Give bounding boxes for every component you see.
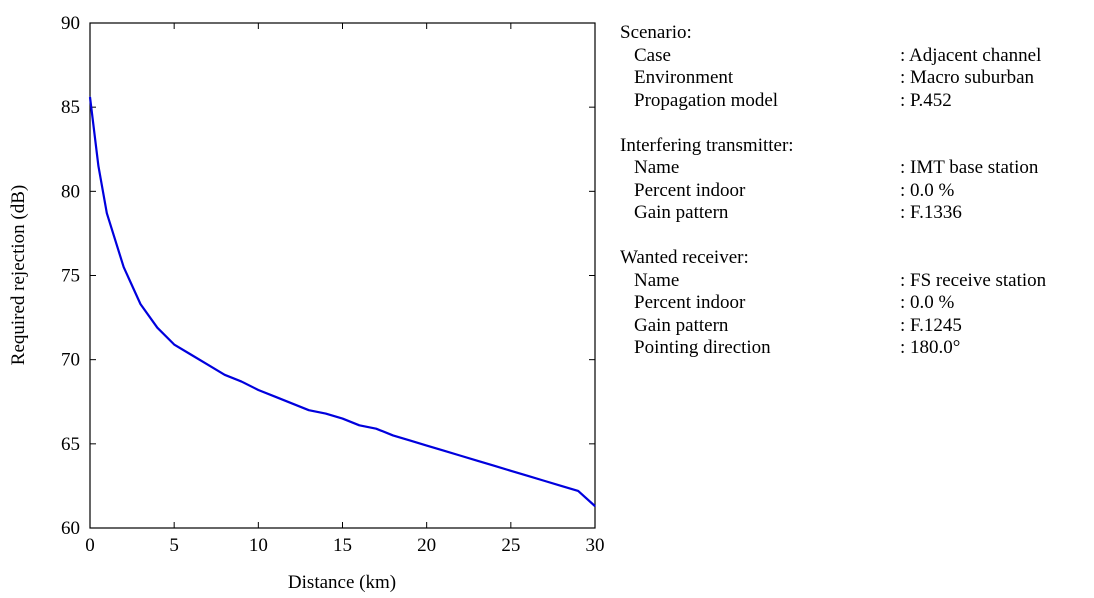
data-point <box>207 364 208 365</box>
data-point <box>190 354 191 355</box>
y-axis-label: Required rejection (dB) <box>8 185 29 365</box>
info-key: Name <box>634 270 679 293</box>
data-point <box>376 428 377 429</box>
y-tick-label: 65 <box>61 434 80 455</box>
info-row: Percent indoor : 0.0 % <box>620 180 1090 203</box>
info-key: Case <box>634 45 671 68</box>
data-point <box>443 450 444 451</box>
data-point <box>359 425 360 426</box>
data-point <box>174 344 175 345</box>
data-point <box>89 96 90 97</box>
info-row: Environment : Macro suburban <box>620 67 1090 90</box>
info-value: : FS receive station <box>900 270 1046 293</box>
info-row: Propagation model : P.452 <box>620 90 1090 113</box>
data-point <box>325 413 326 414</box>
data-point <box>426 445 427 446</box>
section-title: Interfering transmitter: <box>620 135 1090 158</box>
y-tick-label: 60 <box>61 518 80 539</box>
y-tick-label: 85 <box>61 97 80 118</box>
series-line <box>90 97 595 506</box>
info-row: Name : FS receive station <box>620 270 1090 293</box>
x-tick-label: 20 <box>417 535 436 556</box>
info-value: : F.1245 <box>900 315 962 338</box>
data-point <box>342 418 343 419</box>
info-row: Name : IMT base station <box>620 157 1090 180</box>
info-value: : Adjacent channel <box>900 45 1041 68</box>
line-chart: 0 5 10 15 20 25 30 60 65 70 75 80 85 90 Distance (km… <box>0 0 610 598</box>
info-key: Gain pattern <box>634 202 728 225</box>
data-point <box>308 410 309 411</box>
data-point <box>510 470 511 471</box>
data-point <box>106 213 107 214</box>
info-row: Gain pattern : F.1245 <box>620 315 1090 338</box>
plot-frame <box>90 23 595 528</box>
x-tick-label: 25 <box>501 535 520 556</box>
info-key: Propagation model <box>634 90 778 113</box>
data-point <box>544 480 545 481</box>
wanted-receiver-section: Wanted receiver: Name : FS receive statio… <box>620 247 1090 360</box>
data-point <box>392 435 393 436</box>
x-tick-label: 5 <box>169 535 179 556</box>
x-tick-label: 10 <box>249 535 268 556</box>
data-point <box>578 490 579 491</box>
info-key: Gain pattern <box>634 315 728 338</box>
scenario-section: Scenario: Case : Adjacent channel Environ… <box>620 22 1090 112</box>
info-row: Percent indoor : 0.0 % <box>620 292 1090 315</box>
info-value: : IMT base station <box>900 157 1038 180</box>
data-point <box>275 396 276 397</box>
x-axis-label: Distance (km) <box>288 572 396 593</box>
info-value: : Macro suburban <box>900 67 1034 90</box>
info-key: Percent indoor <box>634 180 745 203</box>
scenario-info-panel: Scenario: Case : Adjacent channel Environ… <box>620 22 1090 360</box>
data-point <box>561 485 562 486</box>
data-point <box>224 374 225 375</box>
info-value: : P.452 <box>900 90 952 113</box>
data-point <box>291 403 292 404</box>
info-value: : F.1336 <box>900 202 962 225</box>
info-value: : 0.0 % <box>900 180 954 203</box>
info-key: Name <box>634 157 679 180</box>
data-point <box>460 455 461 456</box>
data-point <box>157 327 158 328</box>
y-axis-ticks: 60 65 70 75 80 85 90 <box>61 13 595 539</box>
data-point <box>98 165 99 166</box>
x-tick-label: 15 <box>333 535 352 556</box>
data-point <box>527 475 528 476</box>
info-key: Pointing direction <box>634 337 771 360</box>
y-tick-label: 90 <box>61 13 80 34</box>
data-point <box>477 460 478 461</box>
data-point <box>241 381 242 382</box>
section-title: Scenario: <box>620 22 1090 45</box>
section-title: Wanted receiver: <box>620 247 1090 270</box>
info-value: : 180.0° <box>900 337 960 360</box>
x-tick-label: 0 <box>85 535 95 556</box>
data-point <box>594 506 595 507</box>
x-tick-label: 30 <box>586 535 605 556</box>
data-point <box>493 465 494 466</box>
data-point <box>409 440 410 441</box>
y-tick-label: 70 <box>61 350 80 371</box>
info-key: Environment <box>634 67 733 90</box>
info-value: : 0.0 % <box>900 292 954 315</box>
data-point <box>140 304 141 305</box>
info-row: Case : Adjacent channel <box>620 45 1090 68</box>
data-points <box>89 96 595 506</box>
info-row: Gain pattern : F.1336 <box>620 202 1090 225</box>
y-tick-label: 75 <box>61 266 80 287</box>
interfering-transmitter-section: Interfering transmitter: Name : IMT base … <box>620 135 1090 225</box>
data-point <box>123 266 124 267</box>
info-key: Percent indoor <box>634 292 745 315</box>
data-point <box>258 389 259 390</box>
y-tick-label: 80 <box>61 181 80 202</box>
info-row: Pointing direction : 180.0° <box>620 337 1090 360</box>
